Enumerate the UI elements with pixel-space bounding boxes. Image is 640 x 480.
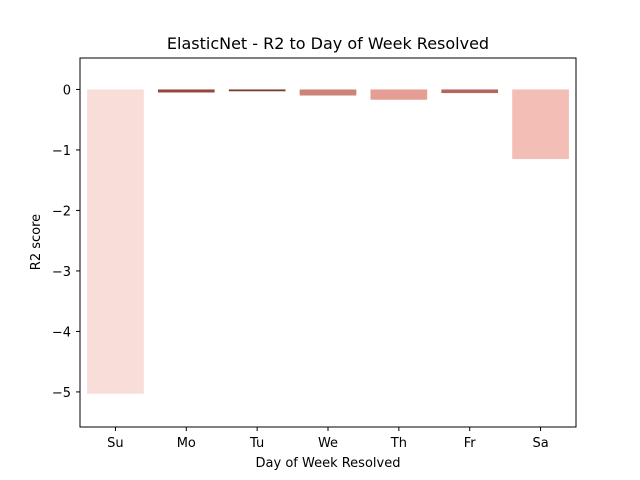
y-tick-label: −2 [52, 204, 71, 219]
x-tick-label: Th [390, 436, 407, 451]
x-axis-ticks: Su Mo Tu We Th Fr Sa [107, 427, 549, 451]
x-tick-label: Sa [532, 436, 548, 451]
x-tick-label: Fr [464, 436, 477, 451]
bar-sa [512, 89, 569, 160]
x-tick-label: Mo [177, 436, 196, 451]
bar-tu [228, 89, 286, 92]
bar-we [299, 89, 357, 96]
y-tick-label: 0 [63, 83, 71, 98]
y-tick-label: −3 [52, 265, 71, 280]
bar-th [370, 89, 428, 100]
bars-group [87, 89, 569, 394]
y-tick-label: −4 [52, 325, 71, 340]
y-tick-label: −1 [52, 144, 71, 159]
plot-frame [79, 57, 577, 428]
x-tick-label: Su [107, 436, 124, 451]
y-axis-ticks: 0 −1 −2 −3 −4 −5 [52, 83, 80, 401]
y-tick-label: −5 [52, 386, 71, 401]
bar-su [87, 89, 144, 394]
x-tick-label: Tu [249, 436, 264, 451]
bar-fr [441, 89, 499, 94]
chart-title: ElasticNet - R2 to Day of Week Resolved [167, 34, 489, 53]
bar-mo [157, 89, 215, 93]
x-tick-label: We [318, 436, 338, 451]
x-axis-label: Day of Week Resolved [256, 456, 401, 471]
y-axis-label: R2 score [29, 214, 44, 270]
